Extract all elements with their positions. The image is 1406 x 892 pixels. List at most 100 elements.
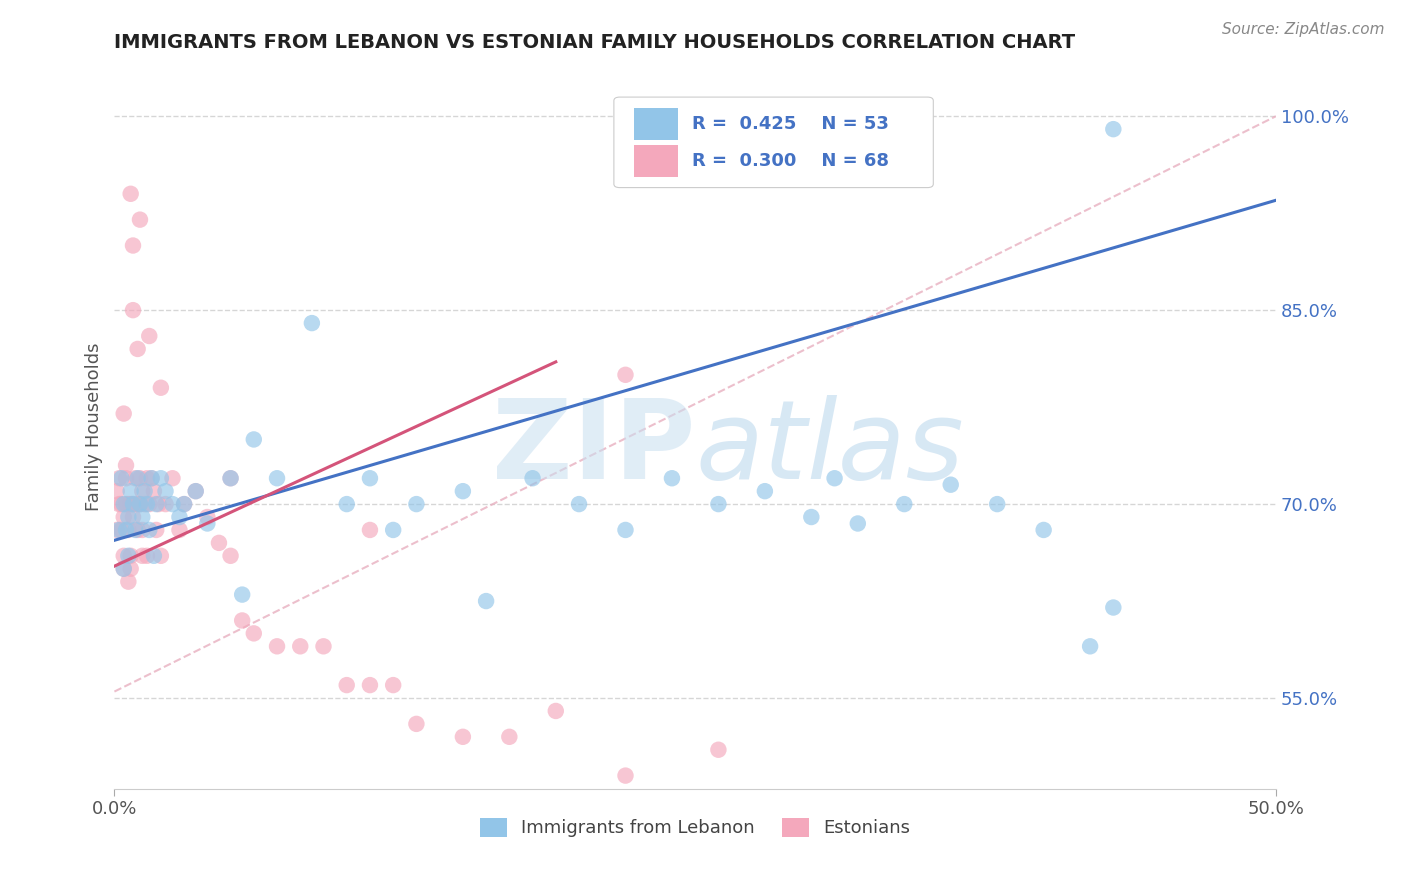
Point	[112, 407, 135, 421]
Point	[336, 497, 359, 511]
Point	[155, 484, 177, 499]
Point	[1102, 600, 1125, 615]
Point	[451, 730, 474, 744]
Point	[122, 238, 145, 252]
Point	[155, 497, 177, 511]
Point	[124, 523, 146, 537]
Point	[105, 523, 128, 537]
Point	[131, 523, 153, 537]
Point	[127, 342, 149, 356]
Point	[169, 510, 191, 524]
Point	[359, 678, 381, 692]
Legend: Immigrants from Lebanon, Estonians: Immigrants from Lebanon, Estonians	[472, 811, 918, 845]
Point	[846, 516, 869, 531]
Point	[112, 549, 135, 563]
Point	[195, 516, 218, 531]
Point	[120, 549, 142, 563]
Point	[661, 471, 683, 485]
Point	[498, 730, 520, 744]
Point	[129, 497, 152, 511]
Point	[120, 562, 142, 576]
Point	[405, 717, 427, 731]
Point	[219, 549, 242, 563]
Point	[145, 497, 167, 511]
Point	[231, 588, 253, 602]
Text: Source: ZipAtlas.com: Source: ZipAtlas.com	[1222, 22, 1385, 37]
Point	[117, 549, 139, 563]
Point	[382, 523, 405, 537]
Point	[120, 484, 142, 499]
Point	[614, 368, 637, 382]
Point	[110, 497, 132, 511]
Point	[131, 549, 153, 563]
Point	[824, 471, 846, 485]
Point	[893, 497, 915, 511]
Point	[115, 471, 138, 485]
Point	[1032, 523, 1054, 537]
Point	[149, 549, 172, 563]
Point	[382, 678, 405, 692]
Text: IMMIGRANTS FROM LEBANON VS ESTONIAN FAMILY HOUSEHOLDS CORRELATION CHART: IMMIGRANTS FROM LEBANON VS ESTONIAN FAMI…	[114, 33, 1076, 52]
Y-axis label: Family Households: Family Households	[86, 343, 103, 511]
Point	[707, 497, 730, 511]
FancyBboxPatch shape	[634, 145, 678, 177]
Point	[266, 471, 288, 485]
Point	[184, 484, 207, 499]
Point	[359, 523, 381, 537]
Point	[162, 471, 184, 485]
Point	[112, 562, 135, 576]
Point	[184, 484, 207, 499]
Point	[138, 497, 160, 511]
Point	[208, 536, 231, 550]
Point	[117, 523, 139, 537]
Point	[120, 186, 142, 201]
Point	[110, 471, 132, 485]
Point	[939, 477, 962, 491]
Point	[129, 497, 152, 511]
Point	[145, 523, 167, 537]
Point	[707, 743, 730, 757]
Point	[110, 523, 132, 537]
Point	[131, 510, 153, 524]
Point	[290, 640, 312, 654]
Point	[1102, 122, 1125, 136]
Point	[1078, 640, 1101, 654]
Point	[127, 497, 149, 511]
Point	[169, 523, 191, 537]
Point	[122, 510, 145, 524]
Point	[108, 523, 131, 537]
Point	[108, 497, 131, 511]
Point	[148, 497, 170, 511]
Point	[129, 471, 152, 485]
Point	[127, 523, 149, 537]
Point	[117, 510, 139, 524]
Point	[986, 497, 1008, 511]
Point	[195, 510, 218, 524]
Text: atlas: atlas	[695, 395, 963, 501]
Point	[451, 484, 474, 499]
Point	[219, 471, 242, 485]
FancyBboxPatch shape	[634, 108, 678, 140]
Point	[142, 549, 165, 563]
Point	[115, 497, 138, 511]
Point	[544, 704, 567, 718]
Point	[522, 471, 544, 485]
Point	[219, 471, 242, 485]
Text: ZIP: ZIP	[492, 395, 695, 501]
Point	[614, 523, 637, 537]
Point	[243, 433, 266, 447]
Point	[115, 458, 138, 473]
Point	[266, 640, 288, 654]
Point	[149, 381, 172, 395]
Point	[301, 316, 323, 330]
Point	[475, 594, 498, 608]
Point	[336, 678, 359, 692]
Point	[136, 497, 159, 511]
Point	[231, 614, 253, 628]
Point	[122, 497, 145, 511]
Point	[134, 497, 156, 511]
Point	[117, 574, 139, 589]
Point	[122, 303, 145, 318]
Point	[136, 549, 159, 563]
Point	[405, 497, 427, 511]
